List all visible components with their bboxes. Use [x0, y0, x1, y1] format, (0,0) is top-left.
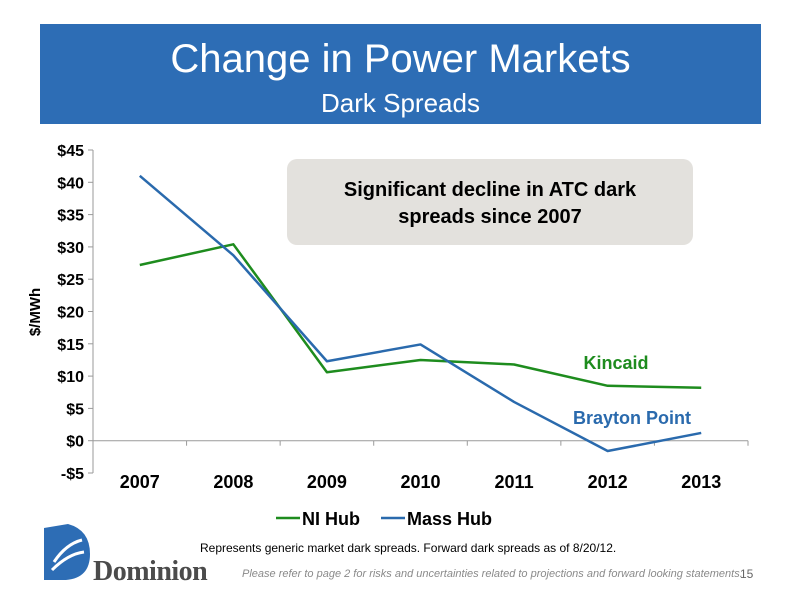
y-tick-label: $0	[66, 434, 84, 451]
x-tick-label: 2010	[400, 472, 440, 492]
x-tick-label: 2013	[681, 472, 721, 492]
callout-line-2: spreads since 2007	[398, 206, 581, 228]
y-tick-label: $20	[57, 305, 84, 322]
x-tick-label: 2007	[120, 472, 160, 492]
y-tick-label: $30	[57, 240, 84, 257]
x-tick-label: 2012	[588, 472, 628, 492]
x-tick-label: 2008	[213, 472, 253, 492]
series-line-mass-hub	[138, 174, 702, 453]
y-tick-label: $10	[57, 369, 84, 386]
dominion-logo: Dominion	[38, 522, 238, 588]
chart-legend: NI Hub Mass Hub	[276, 509, 492, 529]
callout-line-1: Significant decline in ATC dark	[344, 179, 637, 201]
annotation-kincaid: Kincaid	[583, 353, 648, 373]
y-tick-label: $25	[57, 272, 84, 289]
page-subtitle: Dark Spreads	[321, 88, 480, 118]
callout-box: Significant decline in ATC dark spreads …	[287, 159, 693, 245]
title-banner: Change in Power Markets Dark Spreads	[40, 24, 761, 124]
y-tick-label: $35	[57, 208, 84, 225]
y-tick-label: $5	[66, 401, 84, 418]
legend-label-ni-hub: NI Hub	[302, 509, 360, 529]
chart-axes: $45 $40 $35 $30 $25 $20 $15 $10 $5 $0 -$5 2007 2008 2…	[27, 143, 749, 492]
x-tick-label: 2009	[307, 472, 347, 492]
page-title: Change in Power Markets	[170, 37, 631, 81]
page-number: 15	[740, 567, 754, 581]
y-tick-label: $15	[57, 337, 84, 354]
disclaimer: Please refer to page 2 for risks and unc…	[242, 568, 743, 580]
y-axis-label: $/MWh	[27, 288, 44, 336]
series-line-ni-hub	[139, 243, 702, 389]
footnote: Represents generic market dark spreads. …	[200, 541, 617, 555]
annotation-brayton-point: Brayton Point	[573, 408, 691, 428]
chart-series	[138, 174, 702, 453]
y-tick-label: $45	[57, 143, 84, 160]
x-tick-label: 2011	[495, 472, 534, 492]
chart-annotations: Kincaid Brayton Point	[573, 353, 691, 428]
logo-wordmark: Dominion	[93, 556, 208, 587]
dominion-emblem-icon	[44, 524, 90, 580]
y-tick-label: -$5	[61, 466, 84, 483]
legend-label-mass-hub: Mass Hub	[407, 509, 492, 529]
y-tick-label: $40	[57, 175, 84, 192]
